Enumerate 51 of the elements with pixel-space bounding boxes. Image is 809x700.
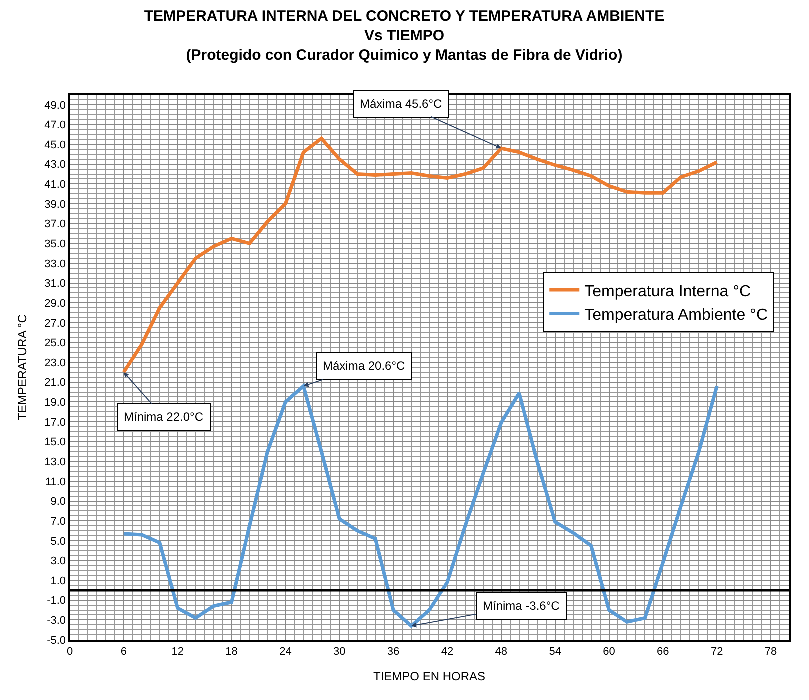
- y-tick-label: 13.0: [44, 456, 66, 468]
- annotation: Máxima 45.6°C: [360, 97, 442, 111]
- y-tick-label: 29.0: [44, 298, 66, 310]
- annotation: Mínima 22.0°C: [124, 410, 204, 424]
- x-tick-label: 60: [603, 646, 616, 658]
- legend-label: Temperatura Ambiente °C: [584, 307, 768, 324]
- x-tick-label: 0: [66, 646, 74, 658]
- y-tick-label: 41.0: [44, 179, 66, 192]
- y-tick-label: 31.0: [44, 278, 66, 290]
- x-tick-label: 30: [334, 646, 346, 658]
- y-tick-label: 43.0: [44, 159, 66, 172]
- y-tick-label: 1.0: [50, 575, 66, 588]
- x-tick-label: 78: [764, 646, 778, 658]
- y-tick-label: 49.0: [44, 100, 66, 112]
- y-tick-label: -3.0: [47, 615, 66, 628]
- y-tick-label: 17.0: [44, 416, 66, 429]
- annotation: Mínima -3.6°C: [483, 599, 560, 613]
- y-tick-label: 37.0: [44, 218, 66, 231]
- y-tick-label: 35.0: [44, 238, 66, 250]
- y-tick-label: 3.0: [50, 556, 66, 568]
- x-tick-label: 42: [441, 646, 454, 658]
- y-tick-label: 7.0: [50, 516, 66, 528]
- y-tick-label: 45.0: [44, 139, 66, 152]
- x-tick-label: 72: [710, 646, 724, 658]
- y-tick-label: 33.0: [44, 258, 66, 270]
- y-tick-label: 15.0: [44, 436, 66, 449]
- x-tick-label: 48: [495, 646, 508, 658]
- x-tick-label: 12: [172, 646, 184, 658]
- y-tick-label: -1.0: [47, 595, 66, 608]
- y-tick-label: 39.0: [44, 198, 66, 211]
- y-tick-label: 11.0: [45, 476, 66, 488]
- y-tick-label: 5.0: [50, 536, 66, 548]
- x-tick-label: 24: [280, 646, 292, 658]
- x-tick-label: 6: [120, 646, 127, 658]
- y-tick-label: 9.0: [50, 496, 66, 508]
- x-tick-label: 18: [226, 646, 238, 658]
- y-tick-label: 27.0: [44, 318, 66, 330]
- x-tick-label: 36: [387, 646, 400, 658]
- y-axis-title: TEMPERATURA °C: [15, 314, 30, 420]
- y-tick-label: 47.0: [44, 120, 66, 132]
- x-axis-title: TIEMPO EN HORAS: [373, 669, 486, 684]
- annotation: Máxima 20.6°C: [323, 359, 406, 373]
- y-tick-label: -5.0: [47, 634, 66, 647]
- x-tick-label: 66: [657, 646, 670, 658]
- legend-label: Temperatura Interna °C: [584, 283, 752, 300]
- x-tick-label: 54: [549, 646, 562, 658]
- y-tick-label: 23.0: [44, 357, 66, 370]
- chart-title: TEMPERATURA INTERNA DEL CONCRETO Y TEMPERATURA AMBIENTE Vs TIEMPO (Protegido con Curador Quimico y Mantas de Fibra de Vidrio): [144, 8, 665, 64]
- y-tick-label: 21.0: [44, 377, 66, 390]
- y-tick-label: 25.0: [44, 338, 66, 350]
- y-tick-label: 19.0: [44, 397, 66, 410]
